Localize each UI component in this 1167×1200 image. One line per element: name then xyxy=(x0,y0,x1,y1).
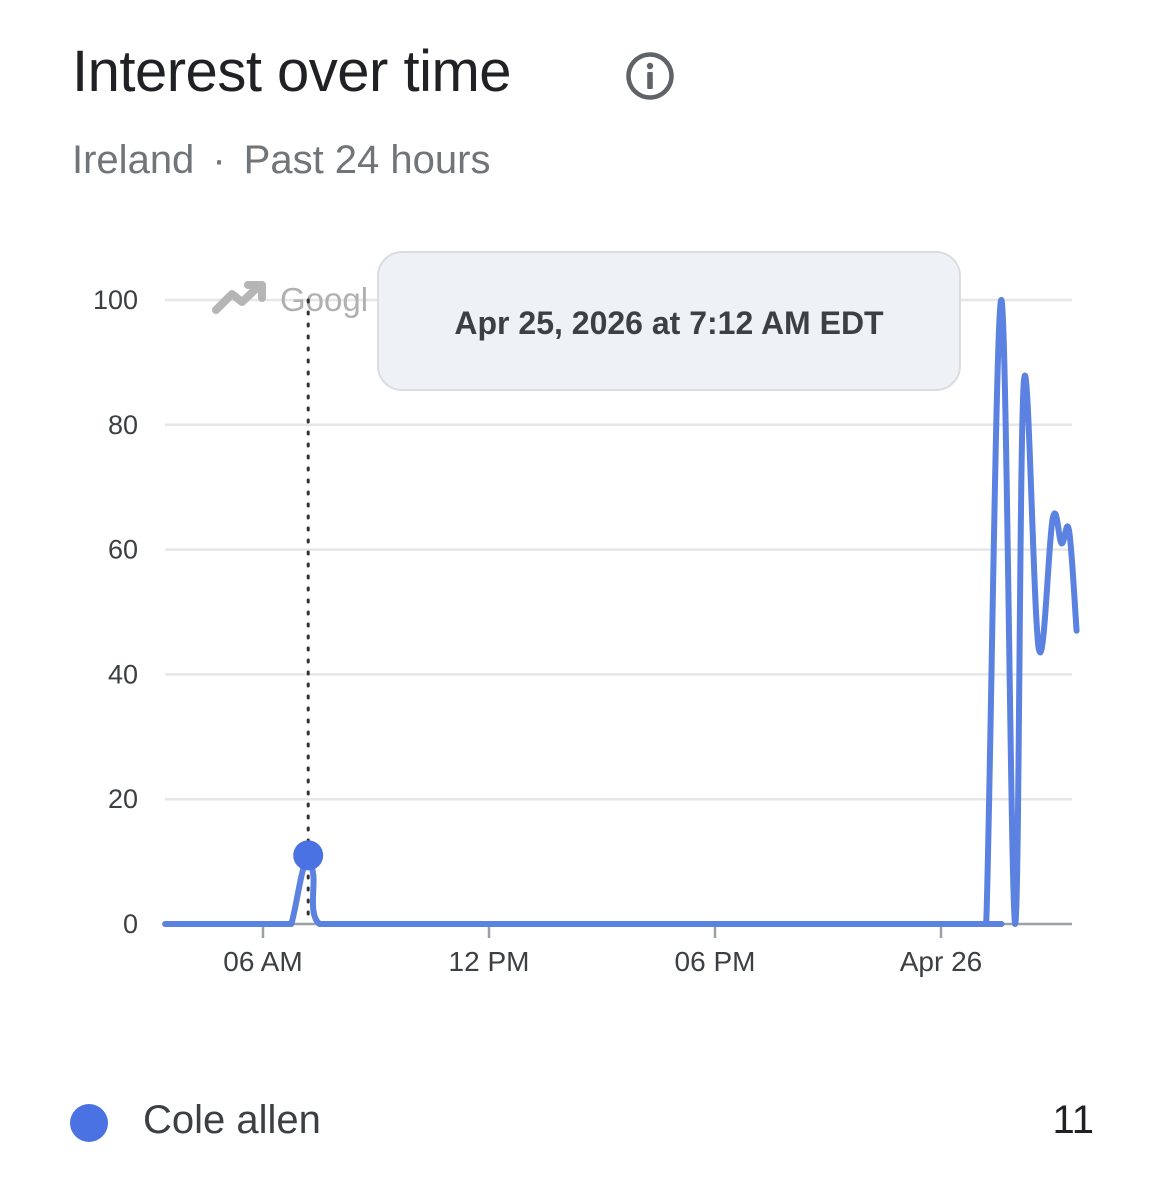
y-tick-label: 20 xyxy=(108,784,138,814)
y-tick-label: 0 xyxy=(123,909,138,939)
watermark: Googl xyxy=(212,281,368,318)
x-tick-label: 06 PM xyxy=(675,946,756,977)
period-label[interactable]: Past 24 hours xyxy=(243,138,491,182)
separator-dot: · xyxy=(212,138,226,182)
x-tick-label: Apr 26 xyxy=(900,946,983,977)
tooltip-text: Apr 25, 2026 at 7:12 AM EDT xyxy=(454,305,884,341)
legend-series-label: Cole allen xyxy=(143,1098,321,1142)
tooltip-box xyxy=(377,251,961,391)
y-tick-label: 100 xyxy=(93,285,138,315)
page-title: Interest over time xyxy=(72,39,512,104)
y-tick-label: 80 xyxy=(108,410,138,440)
trending-up-icon xyxy=(212,281,266,314)
legend-color-dot xyxy=(70,1104,108,1142)
interest-chart[interactable]: 0 20 40 60 80 100 06 AM 12 PM 06 PM Apr 26 Googl Ap… xyxy=(0,0,1167,1060)
legend: Cole allen 11 xyxy=(70,1098,1100,1148)
x-tick-label: 12 PM xyxy=(449,946,530,977)
x-tick-label: 06 AM xyxy=(223,946,302,977)
series-line xyxy=(162,297,1080,928)
subtitle: Ireland · Past 24 hours xyxy=(72,138,490,183)
info-icon[interactable] xyxy=(624,50,676,102)
y-tick-label: 60 xyxy=(108,535,138,565)
watermark-text: Googl xyxy=(280,281,368,318)
region-label[interactable]: Ireland xyxy=(72,138,195,182)
highlight-point xyxy=(293,840,324,871)
y-tick-label: 40 xyxy=(108,659,138,689)
legend-series-value: 11 xyxy=(1052,1098,1094,1142)
